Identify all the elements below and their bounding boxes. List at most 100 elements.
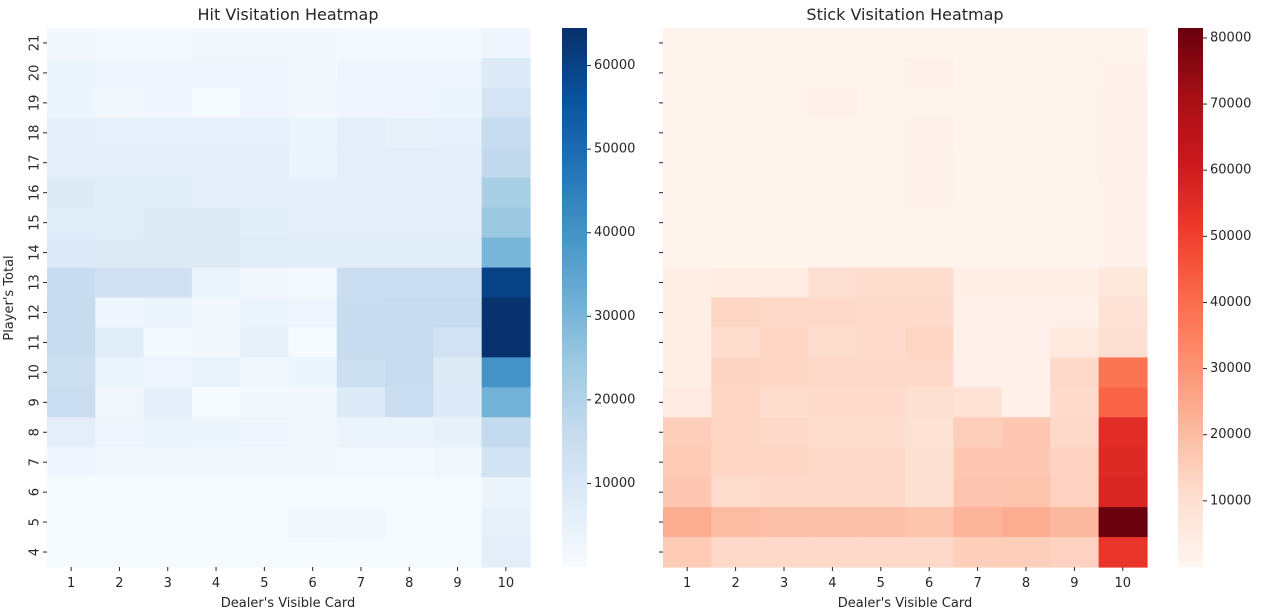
heatmap-cell: [240, 28, 290, 59]
heatmap-cell: [288, 327, 338, 358]
colorbar-tick-label: 50000: [594, 142, 635, 157]
heatmap-cell: [759, 537, 809, 568]
stick-heatmap-panel: Stick Visitation Heatmap 1 2 3 4 5 6 7 8 9 10 Dea…: [659, 5, 1251, 611]
heatmap-cell: [808, 537, 858, 568]
heatmap-cell: [663, 87, 712, 119]
heatmap-cell: [905, 267, 954, 299]
heatmap-cell: [759, 327, 809, 358]
x-tick-label: 10: [1115, 576, 1132, 591]
heatmap-cell: [95, 147, 145, 179]
x-tick-label: 1: [67, 576, 75, 591]
heatmap-cell: [759, 387, 809, 418]
heatmap-cell: [1001, 267, 1051, 299]
heatmap-cell: [663, 537, 712, 568]
colorbar-tick-label: 80000: [1210, 30, 1251, 45]
heatmap-cell: [1001, 537, 1051, 568]
heatmap-cell: [663, 237, 712, 269]
heatmap-cell: [1098, 447, 1148, 478]
heatmap-cell: [95, 417, 145, 448]
heatmap-cell: [288, 117, 338, 149]
heatmap-cell: [47, 297, 96, 329]
heatmap-cell: [143, 207, 193, 239]
heatmap-cell: [1001, 297, 1051, 329]
heatmap-cell: [1001, 147, 1051, 179]
x-tick-label: 4: [212, 576, 220, 591]
heatmap-cell: [905, 177, 954, 209]
y-tick-label: 12: [28, 304, 43, 321]
heatmap-cell: [759, 447, 809, 478]
heatmap-cell: [143, 57, 193, 89]
heatmap-cell: [385, 28, 434, 59]
heatmap-cell: [336, 28, 386, 59]
heatmap-cell: [808, 28, 858, 59]
heatmap-cell: [905, 207, 954, 239]
heatmap-cell: [336, 147, 386, 179]
heatmap-cell: [336, 177, 386, 209]
heatmap-cell: [1001, 477, 1051, 508]
y-tick-label: 14: [28, 244, 43, 261]
heatmap-cell: [433, 387, 483, 418]
heatmap-cell: [856, 207, 906, 239]
heatmap-cell: [385, 357, 434, 388]
heatmap-cell: [143, 117, 193, 149]
y-tick-label: 15: [28, 214, 43, 231]
heatmap-cell: [143, 327, 193, 358]
heatmap-cell: [856, 537, 906, 568]
heatmap-cell: [663, 147, 712, 179]
heatmap-cell: [385, 477, 434, 508]
heatmap-cell: [95, 327, 145, 358]
heatmap-cell: [663, 28, 712, 59]
heatmap-cell: [47, 417, 96, 448]
heatmap-cell: [336, 87, 386, 119]
heatmap-cell: [240, 297, 290, 329]
heatmap-cell: [191, 267, 241, 299]
heatmap-cell: [663, 267, 712, 299]
heatmap-cell: [759, 117, 809, 149]
heatmap-cell: [759, 177, 809, 209]
heatmap-cell: [856, 357, 906, 388]
heatmap-cell: [481, 207, 531, 239]
heatmap-cell: [288, 87, 338, 119]
heatmap-cell: [95, 207, 145, 239]
heatmap-cell: [143, 267, 193, 299]
y-tick-label: 13: [28, 274, 43, 291]
heatmap-cell: [336, 357, 386, 388]
hit-x-axis: 1 2 3 4 5 6 7 8 9 10: [67, 567, 514, 591]
heatmap-cell: [385, 387, 434, 418]
heatmap-cell: [433, 177, 483, 209]
heatmap-cell: [191, 177, 241, 209]
heatmap-cell: [1001, 207, 1051, 239]
heatmap-cell: [856, 507, 906, 538]
heatmap-cell: [95, 537, 145, 568]
heatmap-cell: [1098, 357, 1148, 388]
heatmap-cell: [143, 417, 193, 448]
heatmap-cell: [953, 447, 1003, 478]
heatmap-cell: [711, 357, 761, 388]
heatmap-cell: [191, 357, 241, 388]
heatmap-cell: [759, 237, 809, 269]
heatmap-cell: [481, 477, 531, 508]
heatmap-cell: [47, 237, 96, 269]
heatmap-cell: [856, 237, 906, 269]
heatmap-cell: [905, 477, 954, 508]
heatmap-cell: [663, 357, 712, 388]
heatmap-cell: [905, 237, 954, 269]
heatmap-cell: [385, 447, 434, 478]
heatmap-cell: [385, 177, 434, 209]
heatmap-cell: [1098, 147, 1148, 179]
heatmap-cell: [759, 207, 809, 239]
heatmap-cell: [953, 87, 1003, 119]
heatmap-cell: [481, 357, 531, 388]
heatmap-cell: [808, 87, 858, 119]
colorbar-tick-label: 60000: [594, 58, 635, 73]
heatmap-cell: [433, 207, 483, 239]
heatmap-cell: [336, 297, 386, 329]
heatmap-cell: [711, 297, 761, 329]
heatmap-cell: [856, 177, 906, 209]
heatmap-cell: [143, 447, 193, 478]
heatmap-cell: [481, 147, 531, 179]
heatmap-cell: [905, 507, 954, 538]
heatmap-cell: [481, 327, 531, 358]
heatmap-cell: [95, 297, 145, 329]
